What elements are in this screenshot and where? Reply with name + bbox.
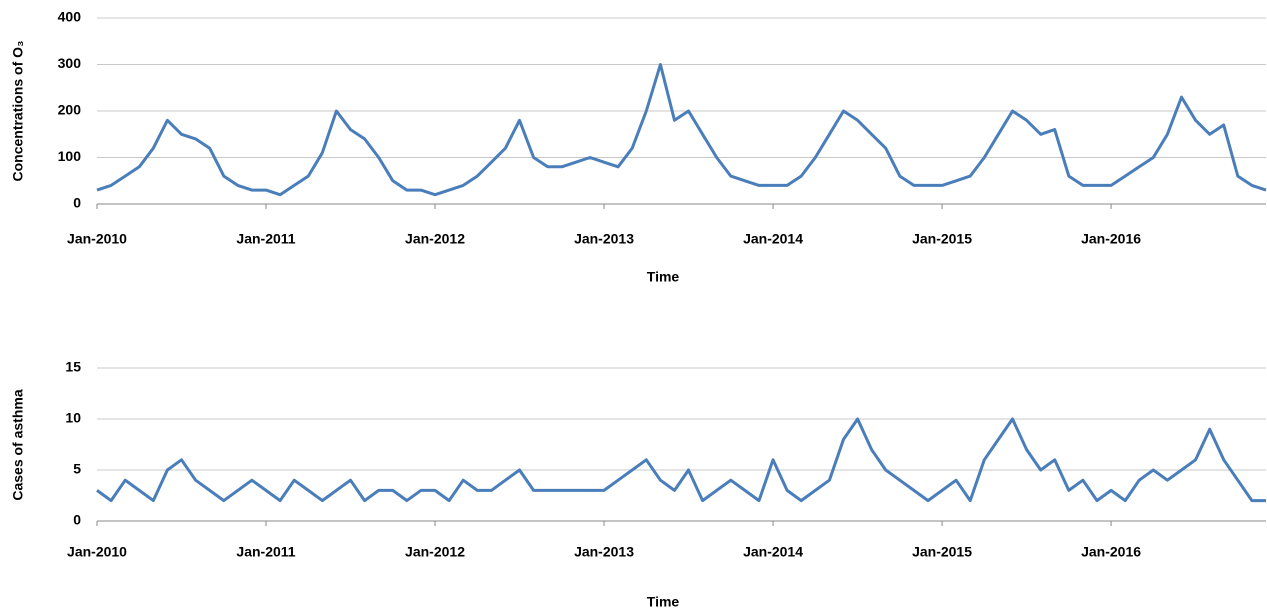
y-tick-label: 0: [73, 512, 81, 528]
x-tick-label: Jan-2011: [236, 544, 295, 560]
x-tick-label: Jan-2013: [574, 544, 634, 560]
y-tick-label: 0: [73, 195, 81, 211]
y-tick-label: 100: [58, 148, 82, 164]
x-tick-label: Jan-2012: [405, 231, 465, 247]
x-tick-label: Jan-2013: [574, 231, 634, 247]
y-tick-label: 10: [65, 410, 81, 426]
x-tick-label: Jan-2014: [743, 231, 803, 247]
x-tick-label: Jan-2015: [912, 544, 972, 560]
x-tick-label: Jan-2010: [67, 231, 127, 247]
x-tick-label: Jan-2016: [1081, 231, 1141, 247]
y-tick-label: 200: [58, 102, 82, 118]
y-axis-title: Concentrations of O₃: [10, 40, 26, 181]
x-tick-label: Jan-2015: [912, 231, 972, 247]
x-tick-label: Jan-2012: [405, 544, 465, 560]
y-axis-title: Cases of asthma: [10, 389, 26, 500]
data-line: [96, 63, 1267, 197]
x-axis-title: Time: [647, 594, 680, 609]
x-tick-label: Jan-2014: [743, 544, 803, 560]
x-tick-label: Jan-2010: [67, 544, 127, 560]
y-tick-label: 15: [65, 359, 81, 375]
y-tick-label: 400: [58, 9, 82, 25]
data-line: [96, 417, 1266, 503]
x-tick-label: Jan-2016: [1081, 544, 1141, 560]
x-axis-title: Time: [647, 269, 680, 285]
x-tick-label: Jan-2011: [236, 231, 295, 247]
y-tick-label: 5: [73, 461, 81, 477]
y-tick-label: 300: [58, 55, 82, 71]
